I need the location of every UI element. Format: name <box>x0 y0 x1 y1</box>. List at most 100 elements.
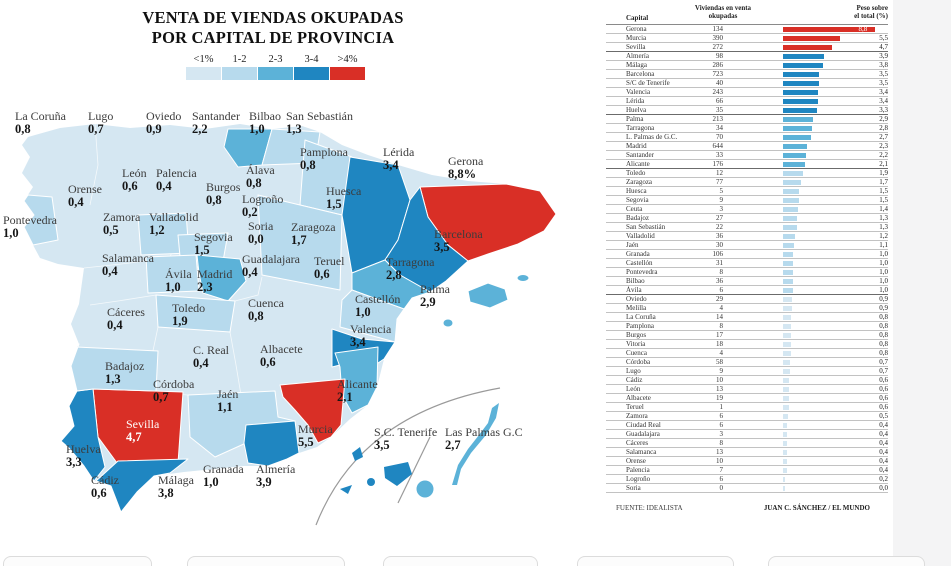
map-label-name: León <box>122 166 147 180</box>
peso-bar <box>783 449 788 455</box>
map-label-value: 1,2 <box>149 223 165 237</box>
cell-peso: 0,2 <box>879 474 888 483</box>
region-avila <box>145 254 200 294</box>
map-label-huelva: Huelva 3,3 <box>66 443 101 469</box>
map-label-pamplona: Pamplona 0,8 <box>300 146 348 172</box>
region-menorca <box>516 274 530 282</box>
map-label-value: 0,4 <box>107 318 123 332</box>
table-row: Valladolid 36 1,2 <box>606 232 888 241</box>
cell-capital: Cádiz <box>626 376 643 384</box>
cell-peso: 0,6 <box>879 393 888 402</box>
cell-viviendas: 3 <box>719 205 724 213</box>
peso-bar <box>783 44 832 50</box>
cell-peso: 0,7 <box>879 357 888 366</box>
map-label-c-rdoba: Córdoba 0,7 <box>153 378 194 404</box>
map-label-value: 1,1 <box>217 400 233 414</box>
map-label-value: 1,7 <box>291 233 307 247</box>
bottom-card-3[interactable] <box>383 556 538 566</box>
cell-capital: Toledo <box>626 169 646 177</box>
table-row: Almería 98 3,9 <box>606 52 888 61</box>
cell-peso: 3,4 <box>879 87 888 96</box>
map-label-santander: Santander 2,2 <box>192 110 240 136</box>
map-label-l-rida: Lérida 3,4 <box>383 146 414 172</box>
cell-peso: 0,9 <box>879 294 888 303</box>
cell-bar-zone: 0,8 <box>783 349 888 358</box>
map-label-name: Bilbao <box>249 109 281 123</box>
region-badajoz <box>70 343 159 392</box>
cell-capital: Albacete <box>626 394 651 402</box>
cell-bar-zone: 1,1 <box>783 241 888 250</box>
map-label-value: 3,8 <box>158 486 174 500</box>
peso-bar <box>783 161 805 167</box>
cell-viviendas: 58 <box>716 358 723 366</box>
region-zaragoza <box>257 194 343 291</box>
cell-capital: Melilla <box>626 304 647 312</box>
cell-capital: Santander <box>626 151 654 159</box>
peso-bar <box>783 197 799 203</box>
map-label-name: Zaragoza <box>291 220 336 234</box>
cell-bar-zone: 1,0 <box>783 259 888 268</box>
cell-viviendas: 12 <box>716 169 723 177</box>
cell-bar-zone: 0,4 <box>783 430 888 439</box>
map-label-granada: Granada 1,0 <box>203 463 244 489</box>
table-row: Gerona 134 8,8 <box>606 25 888 34</box>
cell-peso: 1,1 <box>879 240 888 249</box>
cell-peso: 3,5 <box>879 69 888 78</box>
peso-bar <box>783 422 788 428</box>
title-line-2: POR CAPITAL DE PROVINCIA <box>151 28 395 47</box>
peso-bar <box>783 71 820 77</box>
table-row: Teruel 1 0,6 <box>606 403 888 412</box>
map-label-la-coru-a: La Coruña 0,8 <box>15 110 66 136</box>
map-label-name: Guadalajara <box>242 252 300 266</box>
map-label-valladolid: Valladolid 1,2 <box>149 211 198 237</box>
cell-bar-zone: 0,8 <box>783 340 888 349</box>
cell-bar-zone: 0,6 <box>783 385 888 394</box>
peso-bar <box>783 476 786 482</box>
bottom-card-5[interactable] <box>768 556 925 566</box>
map-label-value: 0,4 <box>193 356 209 370</box>
cell-capital: Huelva <box>626 106 647 114</box>
peso-bar <box>783 251 794 257</box>
table-row: Tarragona 34 2,8 <box>606 124 888 133</box>
cell-bar-zone: 3,8 <box>783 61 888 70</box>
cell-peso: 3,3 <box>879 105 888 114</box>
cell-peso: 0,8 <box>879 339 888 348</box>
map-label-palencia: Palencia 0,4 <box>156 167 197 193</box>
map-label-teruel: Teruel 0,6 <box>314 255 344 281</box>
legend-bin-swatch <box>186 67 221 80</box>
map-label-value: 3,4 <box>383 158 399 172</box>
cell-peso: 5,5 <box>879 33 888 42</box>
cell-bar-zone: 0,8 <box>783 322 888 331</box>
bottom-card-2[interactable] <box>187 556 345 566</box>
cell-capital: Alicante <box>626 160 650 168</box>
map-label-almer-a: Almería 3,9 <box>256 463 295 489</box>
cell-peso: 1,3 <box>879 213 888 222</box>
cell-viviendas: 35 <box>716 106 723 114</box>
table-row: Alicante 176 2,1 <box>606 160 888 169</box>
cell-viviendas: 6 <box>719 475 724 483</box>
cell-bar-zone: 3,4 <box>783 97 888 106</box>
region-malaga <box>95 458 189 513</box>
region-santander <box>223 128 273 168</box>
map-label-value: 0,4 <box>68 195 84 209</box>
map-label-value: 0,6 <box>314 267 330 281</box>
map-label-c-diz: Cádiz 0,6 <box>91 474 119 500</box>
peso-bar <box>783 62 823 68</box>
map-label-huesca: Huesca 1,5 <box>326 185 361 211</box>
legend-bin-swatch <box>330 67 365 80</box>
cell-capital: Pontevedra <box>626 268 658 276</box>
data-table: Capital Viviendas en venta okupadas Peso… <box>606 4 888 493</box>
map-label-value: 2,7 <box>445 438 461 452</box>
cell-peso: 3,8 <box>879 60 888 69</box>
cell-peso: 1,0 <box>879 258 888 267</box>
map-label-name: Huelva <box>66 442 101 456</box>
cell-bar-zone: 0,4 <box>783 421 888 430</box>
cell-bar-zone: 0,8 <box>783 331 888 340</box>
bottom-card-4[interactable] <box>577 556 734 566</box>
cell-bar-zone: 3,9 <box>783 52 888 61</box>
bottom-card-1[interactable] <box>3 556 152 566</box>
cell-viviendas: 4 <box>719 304 724 312</box>
cell-viviendas: 0 <box>719 484 724 492</box>
map-label-value: 3,9 <box>256 475 272 489</box>
map-label-name: La Coruña <box>15 109 66 123</box>
